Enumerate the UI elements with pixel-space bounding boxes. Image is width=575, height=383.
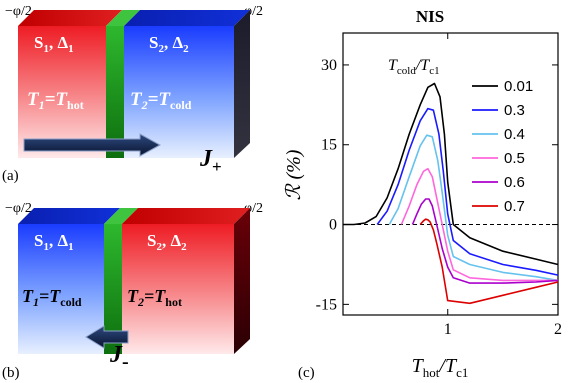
legend-title: Tcold/Tc1 — [388, 57, 440, 77]
legend-entry: 0.01 — [504, 78, 533, 95]
x-tick-label: 2 — [554, 321, 562, 338]
series-layer — [343, 82, 559, 305]
series-line-0.01 — [343, 82, 559, 266]
barrier-top-face — [106, 10, 140, 26]
legend-entry: 0.3 — [504, 102, 525, 119]
s1-top-face — [18, 10, 122, 26]
s1-gap-label-b: S1, Δ1 — [34, 231, 74, 253]
phase-left-label-b: −φ/2 — [5, 201, 32, 216]
legend: 0.01 0.3 0.4 0.5 0.6 0.7 — [472, 78, 533, 215]
x-tick-label: 1 — [444, 321, 452, 338]
legend-entry: 0.5 — [504, 150, 525, 167]
t2-label: T2=Tcold — [130, 89, 192, 112]
panel-b: −φ/2 φ/2 S1, Δ1 S2, Δ2 T1=Tcold T2=Thot … — [2, 201, 263, 381]
y-tick-label: 0 — [329, 217, 337, 234]
s2-front-face-b — [122, 224, 234, 354]
legend-entry: 0.7 — [504, 198, 525, 215]
plot-frame — [342, 32, 559, 316]
chart-title: NIS — [416, 7, 444, 26]
block-side-face-b — [234, 208, 250, 354]
s1-front-face — [18, 26, 106, 158]
s2-top-face-b — [122, 208, 250, 224]
s2-top-face — [124, 10, 250, 26]
y-tick-label: -15 — [316, 296, 337, 313]
s1-gap-label: S1, Δ1 — [34, 33, 74, 55]
x-axis-label: Thot/Tc1 — [412, 355, 469, 380]
y-tick-label: 15 — [321, 137, 337, 154]
s2-gap-label-b: S2, Δ2 — [147, 231, 187, 253]
block-side-face — [234, 10, 250, 158]
current-j-plus-label: J+ — [199, 146, 222, 176]
series-line-0.4 — [388, 134, 559, 282]
current-j-minus-label: J- — [109, 342, 129, 373]
current-arrow-left — [85, 325, 129, 349]
t1-label: T1=Thot — [27, 89, 84, 112]
current-arrow-right — [23, 133, 162, 157]
s2-gap-label: S2, Δ2 — [149, 33, 189, 55]
series-line-0.7 — [419, 218, 559, 305]
barrier-top-face-b — [104, 208, 138, 224]
y-tick-label: 30 — [321, 57, 337, 74]
panel-a: −φ/2 φ/2 S1, Δ1 S2, Δ2 T1=Thot T2=Tcold … — [2, 4, 263, 184]
panel-b-label: (b) — [2, 365, 20, 381]
panel-a-label: (a) — [2, 168, 19, 184]
s1-top-face-b — [18, 208, 120, 224]
t2-label-b: T2=Thot — [127, 286, 182, 309]
phase-left-label: −φ/2 — [5, 4, 32, 19]
series-line-0.3 — [376, 107, 559, 276]
barrier-front-face — [106, 26, 124, 158]
series-line-0.6 — [411, 198, 559, 284]
legend-entry: 0.4 — [504, 126, 525, 143]
y-axis-label: ℛ (%) — [283, 149, 305, 200]
panel-c-label: (c) — [298, 365, 315, 381]
series-line-0.5 — [400, 167, 558, 282]
legend-entry: 0.6 — [504, 174, 525, 191]
t1-label-b: T1=Tcold — [22, 286, 82, 309]
tick-layer: 30 15 0 -15 1 2 — [316, 33, 562, 338]
barrier-front-face-b — [104, 224, 122, 354]
s1-front-face-b — [18, 224, 104, 354]
